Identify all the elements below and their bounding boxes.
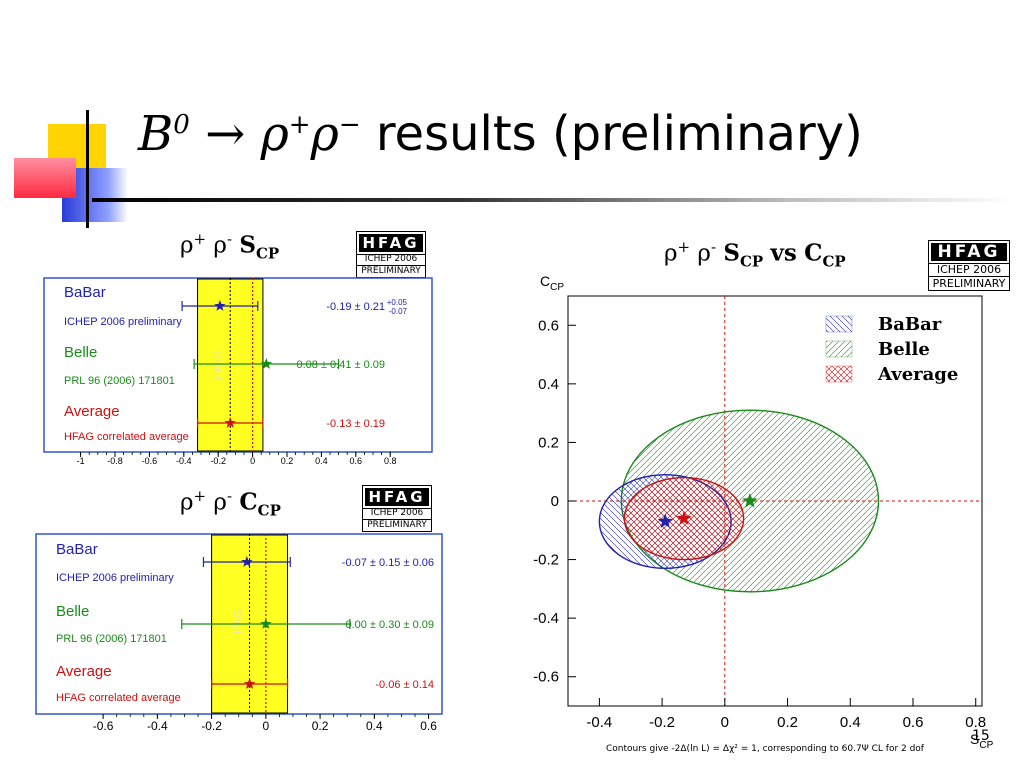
center-star-babar xyxy=(657,513,673,528)
legend-label: Average xyxy=(877,364,958,385)
entry-value-label: -0.06 ± 0.14 xyxy=(375,679,434,691)
scp-chart: HFAG BaBar ICHEP 2006 preliminary -0.19 ± 0… xyxy=(43,277,433,466)
x-tick-label: 0.2 xyxy=(777,714,798,731)
legend-swatch-average xyxy=(825,365,853,383)
central-value-star xyxy=(214,300,226,311)
y-tick-label: -0.2 xyxy=(533,552,559,569)
x-tick-label: -0.4 xyxy=(176,456,192,466)
contour-chart: -0.4 -0.2 0 0.2 0.4 0.6 0.8 -0.6 -0.4 -0.2 0 0.2 0.4… xyxy=(533,273,994,750)
x-tick-label: -1 xyxy=(77,456,85,466)
entry-name: Belle xyxy=(64,344,97,361)
y-tick-label: -0.6 xyxy=(533,669,559,686)
entry-value-label: 0.00 ± 0.30 ± 0.09 xyxy=(345,619,434,631)
scp-plot-title: ρ+ ρ- SCP xyxy=(180,230,280,263)
x-tick-label: 0.8 xyxy=(384,456,397,466)
entry-ref: PRL 96 (2006) 171801 xyxy=(64,375,175,387)
x-tick-label: 0.6 xyxy=(903,714,924,731)
plot-frame xyxy=(43,277,433,453)
hfag-badge-3: HFAG ICHEP 2006 PRELIMINARY xyxy=(928,240,1010,291)
entry-name: Belle xyxy=(56,603,89,620)
y-tick-label: 0.4 xyxy=(538,376,559,393)
entry-value-label: -0.19 ± 0.21 xyxy=(326,301,385,313)
entry-ref: HFAG correlated average xyxy=(56,692,181,704)
entry-ref: PRL 96 (2006) 171801 xyxy=(56,633,167,645)
hfag-badge-1: HFAG ICHEP 2006 PRELIMINARY xyxy=(356,231,426,278)
deco-red-square xyxy=(14,158,76,198)
y-axis-label: CCP xyxy=(540,273,564,293)
entry-value-label: -0.13 ± 0.19 xyxy=(326,418,385,430)
band-watermark-label: HFAG xyxy=(213,350,225,380)
x-tick-label: 0 xyxy=(250,456,255,466)
x-axis-label-main: S xyxy=(970,731,979,747)
entry-name: BaBar xyxy=(64,284,106,301)
entry-asym-dn: -0.07 xyxy=(389,307,408,316)
central-value-star xyxy=(224,417,236,428)
x-tick-label: 0.2 xyxy=(281,456,294,466)
slide-title: B0 → ρ+ρ− results (preliminary) xyxy=(138,106,863,162)
central-value-star xyxy=(243,678,256,689)
entry-ref: ICHEP 2006 preliminary xyxy=(64,316,182,328)
y-tick-label: 0.6 xyxy=(538,317,559,334)
x-tick-label: 0.8 xyxy=(965,714,986,731)
x-tick-label: -0.8 xyxy=(107,456,123,466)
x-tick-label: -0.6 xyxy=(142,456,158,466)
legend-swatch-babar xyxy=(825,315,853,333)
center-star-belle xyxy=(742,493,758,508)
contour-footnote: Contours give -2Δ(ln L) = Δχ² = 1, corre… xyxy=(606,744,924,754)
y-tick-label: 0.2 xyxy=(538,434,559,451)
x-tick-label: -0.6 xyxy=(93,719,114,733)
title-formula: B0 → ρ+ρ− xyxy=(138,106,361,162)
entry-ref: HFAG correlated average xyxy=(64,431,189,443)
x-axis-label-sub: CP xyxy=(979,740,993,750)
entry-name: BaBar xyxy=(56,541,98,558)
central-value-star xyxy=(260,618,272,629)
legend-label: BaBar xyxy=(878,314,942,335)
x-tick-label: -0.4 xyxy=(147,719,168,733)
x-axis-label: SCP xyxy=(970,731,994,750)
ccp-plot-title: ρ+ ρ- CCP xyxy=(180,487,281,520)
x-tick-label: -0.2 xyxy=(210,456,226,466)
title-rule xyxy=(92,198,1014,202)
x-tick-label: 0.4 xyxy=(840,714,861,731)
x-tick-label: -0.2 xyxy=(649,714,675,731)
y-tick-label: 0 xyxy=(551,493,559,510)
x-tick-label: 0.6 xyxy=(350,456,363,466)
x-tick-label: 0.4 xyxy=(366,719,383,733)
legend-label: Belle xyxy=(878,339,930,360)
deco-vertical-rule xyxy=(86,110,89,228)
y-axis-label-main: C xyxy=(540,273,550,289)
x-tick-label: 0 xyxy=(721,714,729,731)
central-value-star xyxy=(241,556,253,567)
central-value-star xyxy=(260,358,273,369)
y-axis-label-sub: CP xyxy=(550,282,564,293)
entry-asym-up: +0.05 xyxy=(387,298,408,307)
contour-plot-title: ρ+ ρ- SCP vs CCP xyxy=(664,238,846,271)
hfag-badge-2: HFAG ICHEP 2006 PRELIMINARY xyxy=(362,485,432,532)
center-star-average xyxy=(676,510,692,525)
title-text: results (preliminary) xyxy=(375,106,863,162)
x-tick-label: 0 xyxy=(263,719,270,733)
legend-swatch-belle xyxy=(825,340,853,358)
entry-ref: ICHEP 2006 preliminary xyxy=(56,572,174,584)
y-tick-label: -0.4 xyxy=(533,610,559,627)
x-tick-label: 0.2 xyxy=(312,719,329,733)
x-tick-label: -0.2 xyxy=(201,719,222,733)
entry-value-label: -0.07 ± 0.15 ± 0.06 xyxy=(342,557,434,569)
entry-name: Average xyxy=(56,663,112,680)
x-tick-label: 0.6 xyxy=(420,719,437,733)
entry-value-label: 0.08 ± 0.41 ± 0.09 xyxy=(296,359,385,371)
page-number: 15 xyxy=(972,728,990,744)
entry-name: Average xyxy=(64,403,120,420)
x-tick-label: 0.4 xyxy=(315,456,328,466)
x-tick-label: -0.4 xyxy=(586,714,612,731)
